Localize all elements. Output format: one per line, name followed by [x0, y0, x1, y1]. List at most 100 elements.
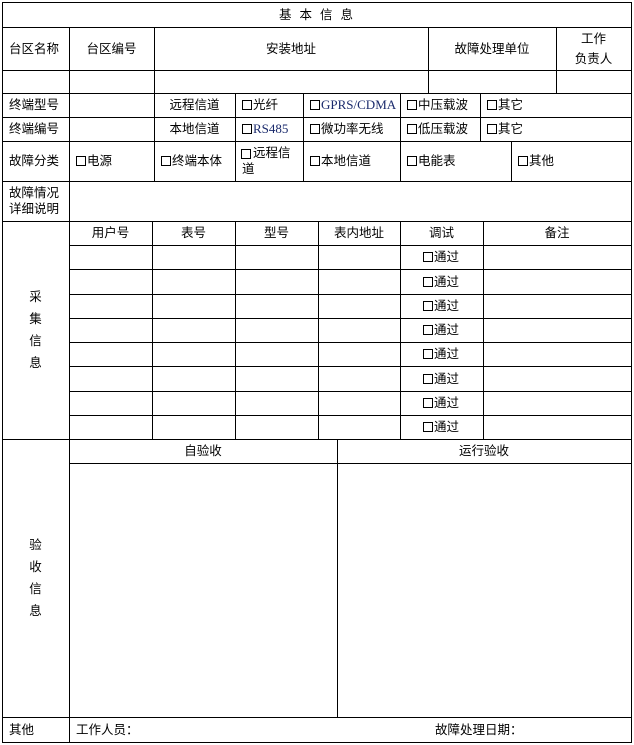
grid-line: [2, 2, 3, 743]
col-model: 型号: [263, 225, 289, 240]
grid-line: [69, 269, 632, 270]
checkbox-icon[interactable]: [310, 124, 320, 134]
option-label: 本地信道: [321, 153, 372, 168]
option-label: 电源: [87, 153, 113, 168]
checkbox-icon[interactable]: [242, 124, 252, 134]
debug-pass-checkbox[interactable]: 通过: [400, 269, 483, 294]
grid-line: [152, 221, 153, 440]
option-label: 通过: [434, 370, 460, 386]
checkbox-icon[interactable]: [423, 398, 433, 408]
grid-line: [2, 742, 632, 743]
debug-pass-checkbox[interactable]: 通过: [400, 366, 483, 391]
checkbox-icon[interactable]: [423, 373, 433, 384]
option-label: 其它: [498, 97, 524, 112]
checkbox-icon[interactable]: [423, 422, 433, 432]
checkbox-icon[interactable]: [487, 100, 497, 110]
grid-line: [2, 221, 632, 222]
fault-remote-channel[interactable]: 远程信 道: [235, 141, 303, 181]
grid-line: [2, 439, 632, 440]
option-label: 通过: [434, 419, 460, 434]
checkbox-icon[interactable]: [423, 301, 433, 311]
grid-line: [511, 141, 512, 182]
checkbox-icon[interactable]: [241, 149, 251, 159]
debug-pass-checkbox[interactable]: 通过: [400, 294, 483, 318]
terminal-model-label: 终端型号: [9, 97, 60, 112]
checkbox-icon[interactable]: [423, 325, 433, 335]
grid-line: [2, 141, 632, 142]
option-label: 中压载波: [418, 97, 469, 112]
debug-pass-checkbox[interactable]: 通过: [400, 342, 483, 366]
option-micropower[interactable]: 微功率无线: [303, 117, 400, 141]
option-remote-other[interactable]: 其它: [480, 93, 631, 117]
runtime-acceptance-field[interactable]: [337, 463, 631, 717]
checkbox-icon[interactable]: [487, 124, 497, 134]
grid-line: [483, 221, 484, 440]
checkbox-icon[interactable]: [407, 156, 417, 166]
checkbox-icon[interactable]: [310, 156, 320, 166]
fault-terminal[interactable]: 终端本体: [154, 141, 235, 181]
option-label: 其他: [529, 153, 555, 168]
checkbox-icon[interactable]: [161, 156, 171, 166]
form-title: 基 本 信 息: [279, 6, 355, 22]
fault-detail-label: 故障情况 详细说明: [9, 185, 60, 216]
debug-pass-checkbox[interactable]: 通过: [400, 318, 483, 342]
grid-line: [556, 27, 557, 94]
option-mv-carrier[interactable]: 中压载波: [400, 93, 480, 117]
grid-line: [2, 2, 632, 3]
grid-line: [480, 93, 481, 142]
debug-pass-checkbox[interactable]: 通过: [400, 415, 483, 439]
grid-line: [235, 93, 236, 182]
option-label: 通过: [434, 322, 460, 337]
header-install-address: 安装地址: [265, 40, 316, 56]
option-label: GPRS/CDMA: [321, 97, 397, 112]
fault-local-channel[interactable]: 本地信道: [303, 141, 400, 181]
fault-detail-field[interactable]: [69, 181, 631, 221]
acceptance-label: 验 收 信 息: [29, 537, 42, 618]
option-fiber[interactable]: 光纤: [235, 93, 303, 117]
self-acceptance-field[interactable]: [69, 463, 337, 717]
fault-power[interactable]: 电源: [69, 141, 154, 181]
grid-line: [2, 181, 632, 182]
option-label: 微功率无线: [321, 121, 384, 136]
checkbox-icon[interactable]: [407, 100, 417, 110]
grid-line: [337, 439, 338, 718]
grid-line: [631, 2, 632, 743]
grid-line: [2, 93, 632, 94]
local-channel-label: 本地信道: [169, 121, 220, 136]
option-label: 远程信 道: [242, 145, 291, 176]
debug-pass-checkbox[interactable]: 通过: [400, 391, 483, 415]
header-area-name: 台区名称: [9, 40, 60, 56]
checkbox-icon[interactable]: [76, 156, 86, 166]
grid-line: [2, 717, 632, 718]
checkbox-icon[interactable]: [407, 124, 417, 134]
checkbox-icon[interactable]: [242, 100, 252, 110]
footer-other-label: 其他: [9, 721, 35, 737]
option-label: 其它: [498, 121, 524, 136]
fault-other[interactable]: 其他: [511, 141, 631, 181]
option-lv-carrier[interactable]: 低压载波: [400, 117, 480, 141]
checkbox-icon[interactable]: [423, 252, 433, 262]
fault-meter[interactable]: 电能表: [400, 141, 511, 181]
grid-line: [69, 27, 70, 743]
option-label: 电能表: [418, 153, 456, 168]
option-label: RS485: [253, 121, 289, 136]
grid-line: [303, 93, 304, 182]
grid-line: [318, 221, 319, 440]
option-rs485[interactable]: RS485: [235, 117, 303, 141]
worker-label: 工作人员：: [76, 721, 139, 737]
grid-line: [69, 342, 632, 343]
option-label: 终端本体: [172, 153, 223, 168]
option-gprs[interactable]: GPRS/CDMA: [303, 93, 400, 117]
debug-pass-checkbox[interactable]: 通过: [400, 245, 483, 269]
checkbox-icon[interactable]: [423, 349, 433, 359]
option-label: 光纤: [253, 97, 279, 112]
grid-line: [69, 294, 632, 295]
checkbox-icon[interactable]: [518, 156, 528, 166]
checkbox-icon[interactable]: [310, 100, 320, 110]
option-local-other[interactable]: 其它: [480, 117, 631, 141]
checkbox-icon[interactable]: [423, 276, 433, 287]
fault-category-label: 故障分类: [9, 153, 60, 168]
terminal-serial-label: 终端编号: [9, 121, 60, 136]
header-responsible: 工作 负责人: [574, 30, 613, 66]
option-label: 通过: [434, 273, 460, 289]
